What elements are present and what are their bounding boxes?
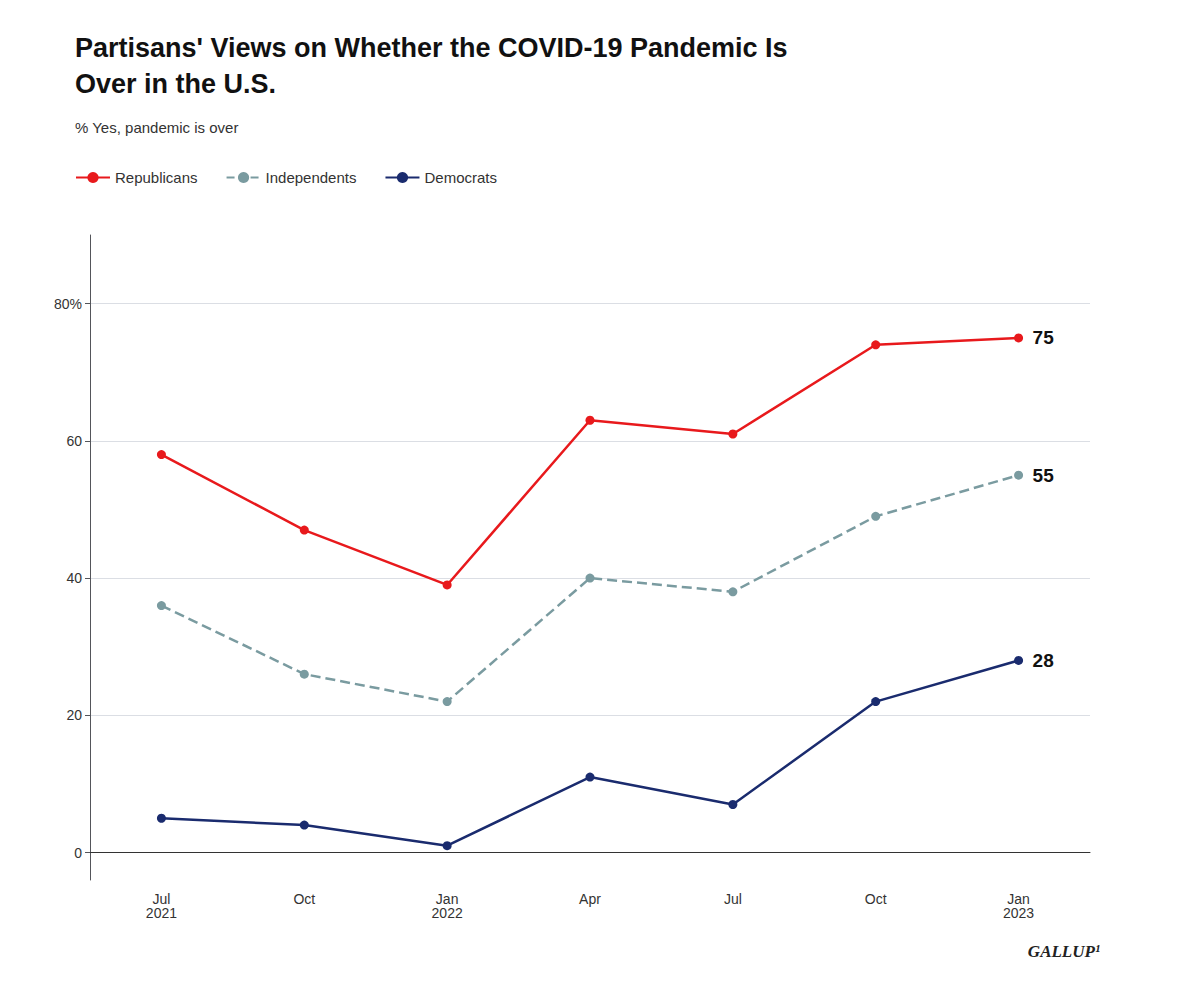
svg-text:20: 20 [66,707,82,723]
svg-text:Apr: Apr [579,891,601,907]
svg-text:Jul: Jul [152,891,171,907]
svg-text:Partisans' Views on Whether th: Partisans' Views on Whether the COVID-19… [75,33,788,63]
svg-text:2021: 2021 [146,905,177,921]
svg-text:GALLUP¹: GALLUP¹ [1028,942,1100,961]
svg-text:2022: 2022 [432,905,463,921]
svg-text:% Yes, pandemic is over: % Yes, pandemic is over [75,119,238,136]
svg-text:40: 40 [66,570,82,586]
svg-text:0: 0 [74,845,82,861]
svg-text:55: 55 [1033,465,1055,486]
svg-text:Independents: Independents [266,169,357,186]
svg-text:Jan: Jan [435,891,459,907]
svg-text:Oct: Oct [865,891,887,907]
svg-text:80%: 80% [54,296,82,312]
svg-text:Jul: Jul [724,891,742,907]
svg-text:75: 75 [1033,327,1055,348]
svg-text:28: 28 [1033,650,1054,671]
svg-text:Over in the U.S.: Over in the U.S. [75,69,276,99]
svg-text:Republicans: Republicans [115,169,198,186]
svg-text:Democrats: Democrats [424,169,497,186]
svg-text:Oct: Oct [293,891,315,907]
svg-text:Jan: Jan [1007,891,1030,907]
svg-text:2023: 2023 [1003,905,1034,921]
svg-text:60: 60 [66,433,82,449]
